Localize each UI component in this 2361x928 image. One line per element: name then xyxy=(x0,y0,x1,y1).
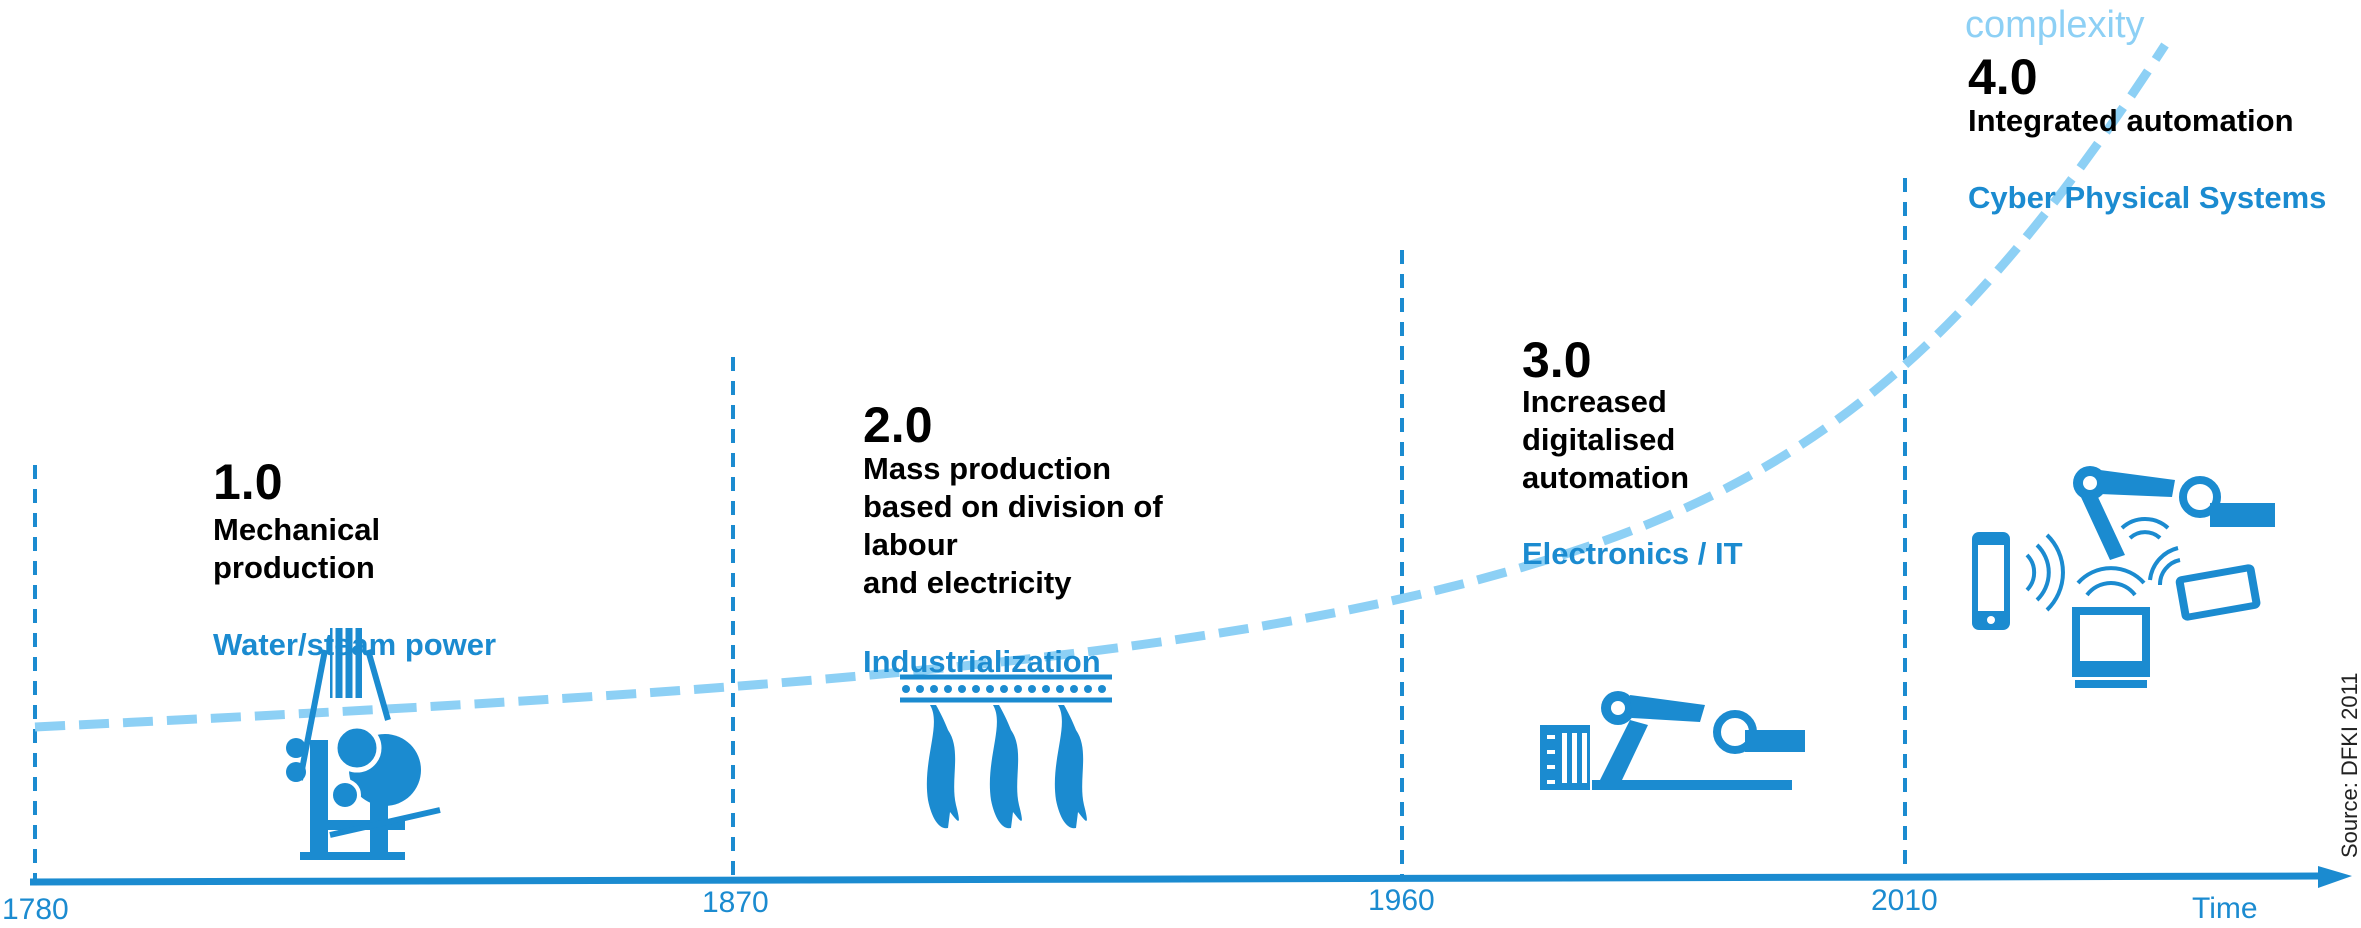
year-label-2010: 2010 xyxy=(1871,884,1938,917)
era-1-version: 1.0 xyxy=(213,454,283,510)
time-axis xyxy=(29,866,2352,888)
complexity-label: complexity xyxy=(1965,4,2145,46)
era-3-description: Increased digitalised automation xyxy=(1522,384,1690,495)
era-4-description: Integrated automation xyxy=(1968,103,2294,138)
era-3-category: Electronics / IT xyxy=(1522,536,1743,571)
axis-arrowhead xyxy=(2318,866,2352,888)
era-1-category: Water/steam power xyxy=(213,627,497,662)
era-4-version: 4.0 xyxy=(1968,49,2038,105)
year-label-1960: 1960 xyxy=(1368,884,1435,917)
era-separators xyxy=(33,178,1907,880)
source-note: Source: DFKI 2011 xyxy=(2337,672,2361,858)
era-3-version: 3.0 xyxy=(1522,332,1592,388)
era-4-category: Cyber Physical Systems xyxy=(1968,180,2327,215)
complexity-curve xyxy=(34,42,2169,732)
conveyor-line-icon xyxy=(900,674,1112,829)
era-2-version: 2.0 xyxy=(863,397,933,453)
era-2-category: Industrialization xyxy=(863,644,1101,679)
era-1-description: Mechanical production xyxy=(213,512,381,585)
robot-arm-icon xyxy=(1540,691,1805,790)
year-label-1870: 1870 xyxy=(702,886,769,919)
era-2-description: Mass production based on division of lab… xyxy=(863,451,1163,600)
steam-loom-icon xyxy=(286,628,441,860)
year-label-1780: 1780 xyxy=(2,893,69,926)
time-axis-label: Time xyxy=(2192,892,2258,925)
connected-devices-icon xyxy=(1972,466,2275,688)
